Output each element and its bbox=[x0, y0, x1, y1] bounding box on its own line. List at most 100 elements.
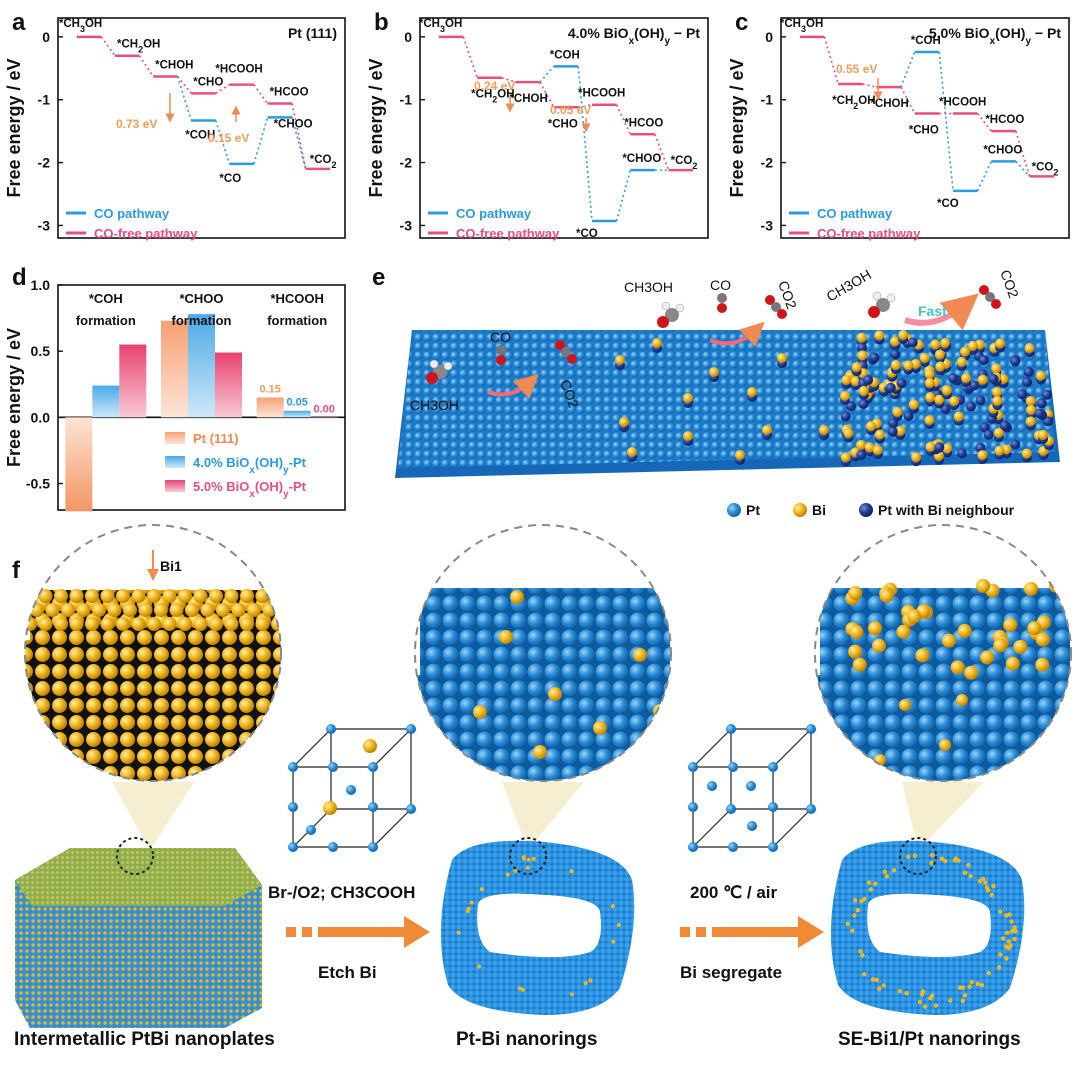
bi-atom bbox=[25, 589, 37, 603]
pt-bi-neighbour-atom bbox=[975, 395, 986, 406]
diagram-title-b: 4.0% BiOx(OH)y − Pt bbox=[568, 25, 700, 47]
unit-cell-pt bbox=[688, 724, 816, 852]
bi-dot bbox=[520, 987, 525, 992]
bi-atom bbox=[841, 374, 852, 385]
state-label-part: 2 bbox=[138, 45, 143, 55]
pt-bi-neighbour-atom bbox=[1036, 398, 1047, 409]
category-label: *COH bbox=[89, 291, 123, 306]
bi-atom bbox=[967, 340, 978, 351]
title-part: 5.0% BiO bbox=[193, 479, 249, 494]
bi-dot bbox=[1006, 939, 1011, 944]
state-label-part: *CO bbox=[937, 198, 959, 210]
bi-atom bbox=[615, 355, 625, 365]
legend-swatch bbox=[165, 480, 185, 492]
fast-arrow bbox=[904, 293, 979, 331]
state-label-part: OH bbox=[806, 18, 823, 30]
molecule-label-ch3oh-1: CH3OH bbox=[410, 397, 459, 413]
pt-atom bbox=[768, 842, 778, 852]
bi-atom bbox=[856, 332, 867, 343]
bi-dot bbox=[866, 880, 872, 885]
bar-2-0 bbox=[256, 397, 284, 418]
bi-atom bbox=[911, 452, 922, 463]
pt-bi-neighbour-atom bbox=[934, 442, 945, 453]
bi-atom bbox=[874, 330, 885, 341]
bi-atom bbox=[154, 603, 168, 617]
bi-dot bbox=[513, 868, 518, 873]
plot-frame-a bbox=[57, 17, 346, 239]
connector-co-pathway bbox=[900, 51, 916, 88]
state-label-part: *CHOH bbox=[509, 93, 547, 105]
fast-label: Fast bbox=[918, 303, 947, 319]
bi-atom bbox=[864, 442, 875, 453]
legend-pt-bi-neighbour-label: Pt with Bi neighbour bbox=[878, 502, 1015, 518]
y-tick-label: 0 bbox=[404, 29, 412, 45]
zoom-circle-outline-3 bbox=[814, 524, 1072, 782]
bi-atom bbox=[178, 589, 192, 603]
connector-co-pathway bbox=[938, 51, 954, 191]
cell-edge bbox=[292, 728, 332, 768]
state-label-part: 2 bbox=[853, 101, 858, 111]
pt-atom bbox=[406, 724, 416, 734]
bi-dot bbox=[1005, 930, 1010, 936]
pt-bi-neighbour-atom bbox=[887, 426, 898, 437]
state-label-part: *CHOH bbox=[155, 59, 193, 71]
molecule-co-mid bbox=[717, 293, 727, 313]
bi-dot bbox=[977, 878, 983, 884]
connector-co-pathway bbox=[615, 169, 632, 222]
bi-dot bbox=[939, 856, 945, 861]
state-label: *CH2OH bbox=[832, 95, 875, 111]
pt-atom bbox=[368, 842, 378, 852]
bi-dot bbox=[979, 982, 985, 988]
bi-dot bbox=[862, 896, 867, 902]
unit-cell-intermetallic bbox=[288, 724, 416, 852]
bi-dot bbox=[986, 970, 991, 976]
bi-atom bbox=[1025, 416, 1036, 427]
bi-atom bbox=[819, 425, 829, 435]
bi-atom bbox=[533, 745, 547, 759]
bi-dot bbox=[877, 986, 882, 991]
state-label-part: *CO bbox=[671, 155, 693, 167]
pt-atom bbox=[688, 802, 698, 812]
state-label: *CHO bbox=[909, 125, 939, 137]
bi-atom bbox=[993, 427, 1004, 438]
bi-atom bbox=[941, 633, 956, 648]
pt-atom bbox=[728, 842, 738, 852]
state-label: *CHOO bbox=[622, 153, 661, 165]
process-2-label: Bi segregate bbox=[680, 963, 782, 982]
legend-bi-label: Bi bbox=[812, 502, 826, 518]
panel-letter-b: b bbox=[374, 9, 389, 36]
bi-atom bbox=[851, 362, 862, 373]
bi-dot bbox=[917, 999, 923, 1005]
bi-atom bbox=[1023, 581, 1038, 596]
connector-co-free bbox=[823, 36, 839, 85]
y-tick-label: 0 bbox=[765, 29, 773, 45]
bi-dot bbox=[891, 867, 897, 873]
bi-dot bbox=[904, 991, 909, 996]
bi1-text: Bi1 bbox=[160, 558, 182, 574]
bi-dot bbox=[969, 979, 974, 985]
title-part: (OH) bbox=[995, 25, 1025, 41]
bi-atom bbox=[1035, 370, 1046, 381]
bi-dot bbox=[912, 853, 918, 858]
bi-atom bbox=[255, 617, 270, 631]
bi-atom bbox=[169, 603, 184, 617]
bi-dot bbox=[531, 856, 536, 861]
data-label: 0.05 bbox=[286, 397, 307, 409]
pt-bi-neighbour-atom bbox=[896, 378, 907, 389]
state-label: *HCOOH bbox=[939, 97, 986, 109]
bi-atom bbox=[1038, 429, 1049, 440]
molecule-co2-right bbox=[979, 285, 1001, 309]
pt-bi-neighbour-atom bbox=[1034, 408, 1045, 419]
bi-dot bbox=[477, 964, 482, 969]
bi-atom bbox=[995, 338, 1006, 349]
bi-dot bbox=[1013, 929, 1018, 934]
bi-atom bbox=[924, 377, 935, 388]
bi-dot bbox=[845, 921, 851, 927]
state-label-part: *CH bbox=[832, 95, 853, 107]
pt-atom bbox=[288, 842, 298, 852]
bi-dot bbox=[469, 900, 474, 905]
bi-dot bbox=[948, 998, 953, 1003]
bi-atom bbox=[1035, 657, 1050, 672]
barrier-label: 0.24 eV bbox=[474, 79, 515, 93]
state-label-part: 3 bbox=[801, 24, 806, 34]
